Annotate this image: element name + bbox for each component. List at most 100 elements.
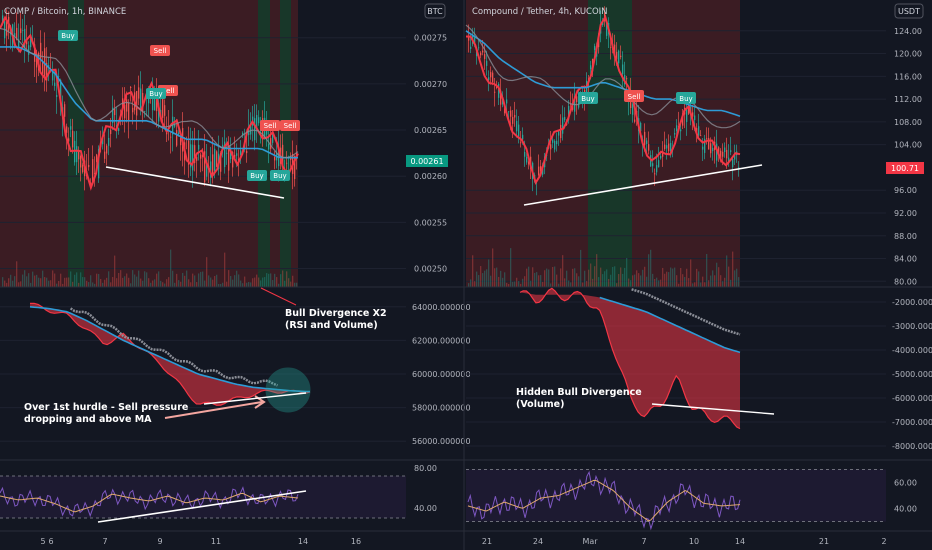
left-chart[interactable]: 0.00275 0.00270 0.00265 0.00260 0.00255 0.002… — [0, 0, 471, 546]
left-volume-bar — [112, 277, 114, 287]
left-candle — [190, 144, 192, 168]
right-signal-badge — [676, 92, 696, 104]
left-volume-bar — [184, 275, 186, 287]
right-support-trendline — [523, 164, 763, 206]
left-signal-badge — [247, 170, 267, 181]
right-volume-bar — [650, 249, 652, 287]
left-candle — [154, 97, 156, 111]
left-volume-bar — [288, 278, 290, 287]
right-volume-bar — [510, 248, 512, 287]
left-volume-bar — [122, 277, 124, 287]
right-current-price-text: 100.71 — [891, 164, 919, 173]
left-volume-bar — [268, 273, 270, 287]
right-rsi-tick: 60.00 — [894, 479, 917, 488]
left-candle — [234, 154, 236, 159]
right-candle — [666, 145, 668, 149]
right-volume-bar — [688, 278, 690, 287]
left-candle — [132, 107, 134, 113]
right-candle — [688, 107, 690, 114]
right-price-tick: 112.00 — [894, 95, 922, 104]
right-volume-bar — [570, 282, 572, 287]
left-rsi-signal — [0, 492, 299, 513]
right-candle — [718, 147, 720, 156]
left-candle — [274, 156, 276, 161]
right-gray-ma — [465, 24, 741, 129]
left-signal-buy: Buy — [146, 88, 166, 99]
left-time-tick: 7 — [102, 537, 107, 546]
right-volume-bar — [604, 271, 606, 287]
left-candle — [230, 148, 232, 160]
left-annotation-arrow — [164, 401, 263, 419]
right-currency-badge[interactable]: USDT — [894, 3, 924, 19]
left-volume-bar — [196, 282, 198, 287]
right-time-tick: 21 — [482, 537, 492, 546]
left-candle — [228, 145, 230, 171]
right-chart[interactable]: 124.00 120.00 116.00 112.00 108.00 104.00 96.0… — [465, 0, 932, 546]
left-volume-bar — [186, 270, 188, 287]
left-signal-buy: Buy — [58, 30, 78, 41]
left-volume-bar — [208, 275, 210, 287]
right-candle — [550, 144, 552, 150]
right-candle — [482, 50, 484, 53]
right-volume-bar — [664, 273, 666, 287]
right-candle — [644, 131, 646, 146]
left-candle — [176, 130, 178, 146]
left-volume-bar — [32, 271, 34, 287]
right-volume-bar — [606, 269, 608, 287]
left-volume-bar — [48, 280, 50, 287]
left-candle — [34, 44, 36, 62]
left-volume-bar — [230, 276, 232, 287]
left-support-trendline — [105, 166, 285, 199]
right-candle — [720, 150, 722, 158]
left-volume-bar — [26, 276, 28, 287]
right-candle — [576, 96, 578, 103]
left-signal-label: Buy — [149, 90, 162, 98]
left-volume-bar — [6, 282, 8, 287]
left-volume-bar — [80, 272, 82, 287]
left-rsi-tick: 40.00 — [414, 504, 437, 513]
left-volume-bar — [198, 273, 200, 287]
right-volume-bar — [512, 281, 514, 287]
right-volume-fill — [520, 288, 740, 429]
left-volume-bar — [54, 273, 56, 287]
left-volume-bar — [86, 280, 88, 287]
right-volume-bar — [738, 277, 740, 287]
right-candle — [552, 139, 554, 143]
left-volume-bar — [96, 273, 98, 287]
right-volume-bar — [490, 275, 492, 287]
right-volume-bar — [572, 268, 574, 287]
left-gray-ma — [0, 27, 299, 159]
right-volume-bar — [548, 269, 550, 287]
right-candle — [522, 134, 524, 140]
right-signal-sell: Sell — [624, 90, 644, 102]
right-volume-bar — [472, 255, 474, 287]
right-volume-bar — [610, 274, 612, 287]
left-candle — [112, 107, 114, 123]
left-volume-bar — [154, 279, 156, 287]
right-price-tick: 104.00 — [894, 141, 922, 150]
left-volume-bar — [190, 282, 192, 287]
right-volume-tick: -2000.0000 — [892, 298, 932, 307]
right-candle — [650, 155, 652, 167]
right-volume-bar — [728, 266, 730, 287]
right-volume-bar — [530, 280, 532, 287]
right-volume-bar — [526, 268, 528, 287]
left-candle — [36, 58, 38, 68]
left-volume-bar — [150, 282, 152, 287]
left-volume-bar — [138, 270, 140, 287]
right-candle — [590, 65, 592, 70]
left-candle — [40, 42, 42, 59]
right-volume-bar — [732, 251, 734, 287]
left-candle — [142, 92, 144, 113]
left-currency-badge[interactable]: BTC — [424, 3, 446, 19]
right-candle — [518, 124, 520, 139]
left-volume-fill — [30, 303, 310, 406]
left-volume-bar — [276, 277, 278, 287]
left-volume-bar — [64, 277, 66, 287]
right-volume-bar — [714, 275, 716, 287]
right-candle — [474, 37, 476, 46]
left-candle — [42, 61, 44, 74]
left-candle — [202, 154, 204, 157]
left-candle — [188, 140, 190, 165]
right-volume-bar — [514, 281, 516, 287]
